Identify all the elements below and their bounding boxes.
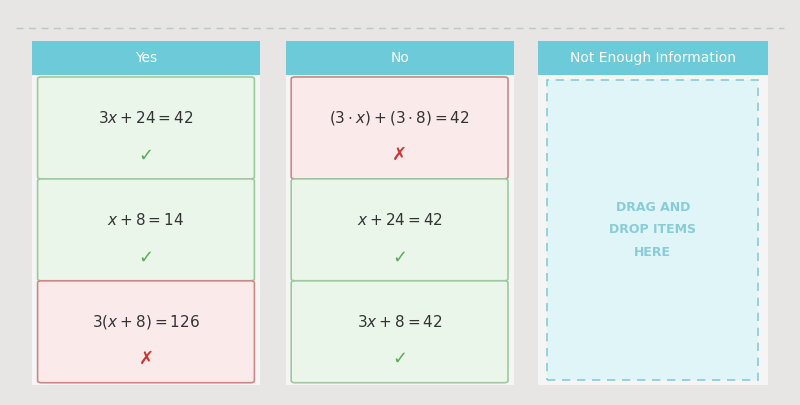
Text: HERE: HERE	[634, 245, 671, 259]
Text: No: No	[390, 51, 409, 65]
FancyBboxPatch shape	[547, 80, 758, 380]
Text: $3x + 8 = 42$: $3x + 8 = 42$	[357, 314, 442, 330]
FancyBboxPatch shape	[38, 77, 254, 179]
Text: $3(x + 8)= 126$: $3(x + 8)= 126$	[92, 313, 200, 331]
FancyBboxPatch shape	[291, 179, 508, 281]
Text: ✓: ✓	[392, 248, 407, 266]
Text: $3x + 24 = 42$: $3x + 24 = 42$	[98, 110, 194, 126]
Text: ✗: ✗	[138, 350, 154, 368]
FancyBboxPatch shape	[32, 40, 260, 385]
FancyBboxPatch shape	[538, 40, 768, 385]
FancyBboxPatch shape	[286, 40, 514, 75]
Text: $(3 \cdot x)+(3 \cdot 8)= 42$: $(3 \cdot x)+(3 \cdot 8)= 42$	[330, 109, 470, 127]
Text: DROP ITEMS: DROP ITEMS	[610, 223, 696, 237]
FancyBboxPatch shape	[286, 40, 514, 385]
Text: ✓: ✓	[392, 350, 407, 368]
Text: DRAG AND: DRAG AND	[616, 201, 690, 214]
FancyBboxPatch shape	[291, 281, 508, 383]
Text: $x + 24 = 42$: $x + 24 = 42$	[357, 212, 442, 228]
Text: ✓: ✓	[138, 146, 154, 164]
FancyBboxPatch shape	[38, 281, 254, 383]
Text: Not Enough Information: Not Enough Information	[570, 51, 736, 65]
Text: ✓: ✓	[138, 248, 154, 266]
FancyBboxPatch shape	[38, 179, 254, 281]
Text: Yes: Yes	[135, 51, 157, 65]
FancyBboxPatch shape	[538, 40, 768, 75]
Text: $x + 8 = 14$: $x + 8 = 14$	[107, 212, 185, 228]
Text: ✗: ✗	[392, 146, 407, 164]
FancyBboxPatch shape	[32, 40, 260, 75]
FancyBboxPatch shape	[291, 77, 508, 179]
